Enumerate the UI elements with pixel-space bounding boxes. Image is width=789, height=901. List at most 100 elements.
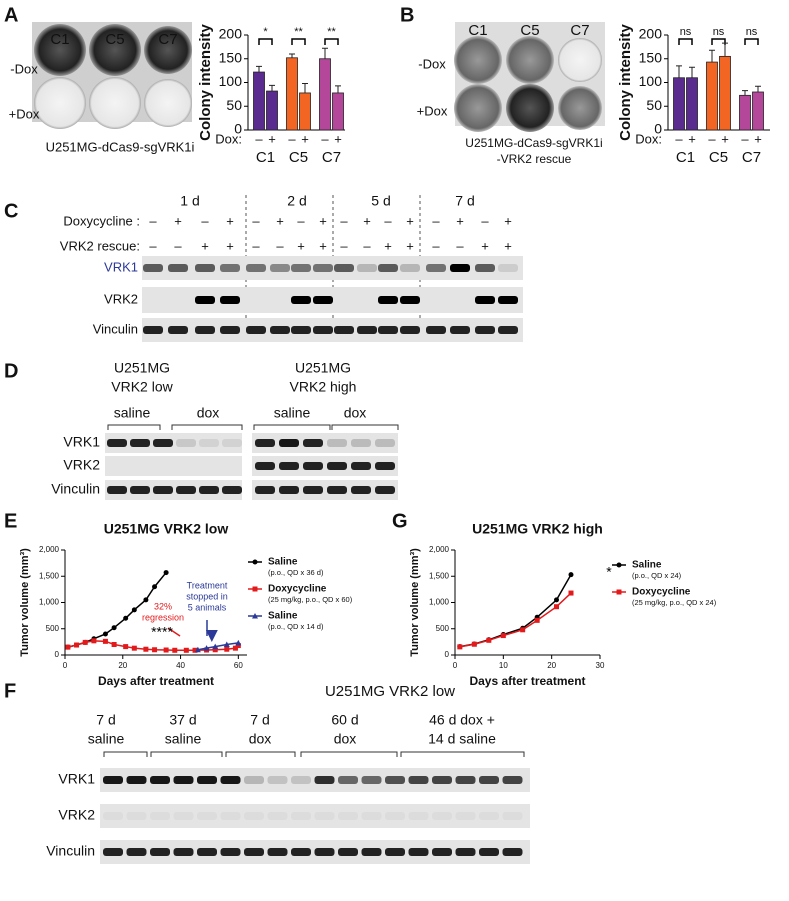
group-label: 37 d: [169, 712, 196, 728]
y-tick-label: 1,000: [39, 598, 60, 607]
band: [327, 439, 347, 447]
band: [197, 812, 217, 820]
band: [475, 264, 495, 272]
band: [479, 848, 499, 856]
blot-label: VRK1: [63, 434, 100, 450]
panel-label: C: [4, 200, 18, 222]
band: [334, 264, 354, 272]
marker: [223, 641, 230, 647]
band: [432, 812, 452, 820]
marker: [235, 643, 241, 649]
panel-label: F: [4, 680, 16, 702]
band: [303, 462, 323, 470]
panel-label: B: [400, 4, 414, 26]
x-tick-label: –: [255, 131, 263, 146]
x-tick-label: +: [754, 131, 762, 146]
y-tick-label: 1,500: [429, 571, 450, 580]
band: [267, 776, 288, 784]
band: [220, 848, 241, 856]
bar: [286, 57, 298, 131]
marker: [212, 647, 218, 653]
significance: **: [294, 26, 303, 38]
band: [244, 848, 264, 856]
blot: [100, 804, 530, 828]
band: [267, 848, 288, 856]
group-label: C1: [676, 149, 695, 166]
sig-bracket: [324, 38, 339, 45]
sign: +: [319, 213, 327, 228]
y-axis-label: Tumor volume (mm³): [19, 548, 31, 657]
sig-bracket: [678, 38, 693, 45]
band: [327, 486, 347, 494]
marker: [163, 570, 169, 576]
band: [246, 264, 266, 272]
marker: [568, 572, 574, 578]
band: [475, 296, 495, 304]
band: [479, 776, 499, 784]
x-tick-label: +: [721, 131, 729, 146]
sign: +: [226, 213, 234, 228]
sign: +: [456, 213, 464, 228]
group-label: saline: [88, 731, 125, 747]
legend-label: Doxycycline: [632, 587, 691, 598]
y-tick-label: 200: [219, 26, 243, 42]
band: [361, 848, 382, 856]
blot-label: VRK2: [63, 457, 100, 473]
band: [220, 776, 241, 784]
x-prefix: Dox:: [635, 131, 662, 146]
marker: [568, 590, 574, 596]
y-axis-label: Tumor volume (mm³): [409, 548, 421, 657]
timepoint: 1 d: [180, 193, 199, 209]
arrow: [167, 627, 181, 637]
x-tick-label: +: [301, 131, 309, 146]
error-bar: [302, 82, 308, 93]
bar: [686, 77, 698, 131]
bracket: [253, 424, 331, 430]
dishes-b: [454, 22, 605, 132]
sig-bracket: [291, 38, 306, 45]
significance: ns: [713, 26, 725, 38]
band: [357, 326, 377, 334]
group-label: 14 d saline: [428, 731, 496, 747]
band: [361, 776, 382, 784]
y-tick-label: 2,000: [429, 545, 450, 554]
band: [176, 486, 196, 494]
clone-label: C1: [468, 22, 487, 39]
band: [378, 264, 398, 272]
sign: –: [174, 238, 182, 253]
band: [479, 812, 499, 820]
legend-marker: [252, 613, 258, 619]
sign: +: [276, 213, 284, 228]
band: [126, 848, 147, 856]
caption: U251MG-dCas9-sgVRK1i: [465, 136, 602, 150]
x-tick-label: 60: [234, 661, 243, 670]
marker: [457, 644, 463, 650]
caption: U251MG-dCas9-sgVRK1i: [46, 139, 195, 154]
marker: [131, 607, 137, 613]
sign: –: [456, 238, 464, 253]
marker: [123, 615, 129, 621]
band: [375, 486, 395, 494]
x-axis-label: Days after treatment: [98, 674, 214, 688]
x-tick-label: –: [321, 131, 329, 146]
band: [400, 296, 420, 304]
y-axis-label: Colony intensity: [617, 24, 634, 141]
sign: –: [363, 238, 371, 253]
marker: [203, 645, 210, 651]
band: [153, 486, 173, 494]
sign: +: [226, 238, 234, 253]
sign: +: [384, 238, 392, 253]
x-axis-label: Days after treatment: [469, 674, 585, 688]
significance: ns: [746, 26, 758, 38]
band: [498, 326, 518, 334]
group-label: 60 d: [331, 712, 358, 728]
x-tick-label: 0: [453, 661, 458, 670]
x-tick-label: +: [268, 131, 276, 146]
blot: [252, 433, 398, 453]
y-tick-label: 1,000: [429, 598, 450, 607]
annotation: Treatment: [187, 580, 228, 590]
band: [502, 848, 523, 856]
clone-label: C7: [158, 31, 177, 48]
band: [291, 264, 311, 272]
